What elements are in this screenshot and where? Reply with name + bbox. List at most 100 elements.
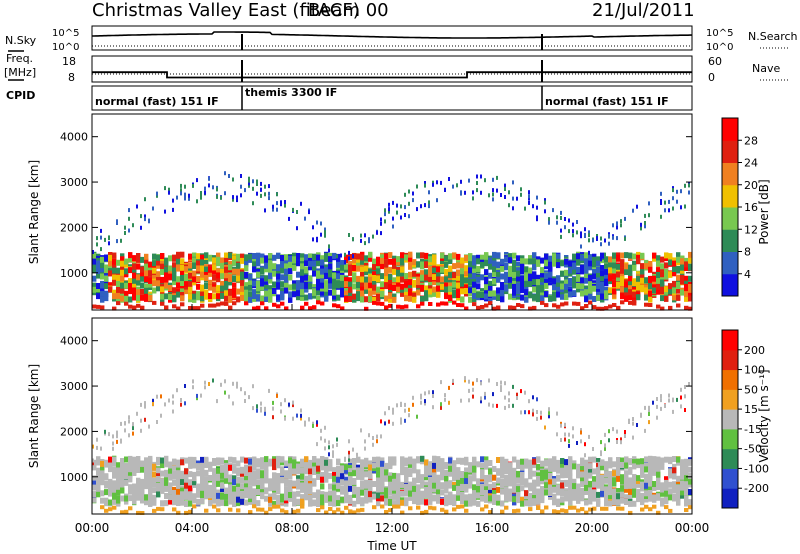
- heatmap-cell: [584, 277, 589, 284]
- heatmap-cell: [488, 460, 493, 466]
- heatmap-cell: [140, 418, 142, 423]
- heatmap-cell: [96, 477, 101, 484]
- power-colorbar-label: Power [dB]: [757, 179, 771, 244]
- heatmap-cell: [356, 295, 361, 302]
- heatmap-cell: [440, 405, 442, 410]
- heatmap-cell: [124, 295, 129, 302]
- heatmap-cell: [400, 204, 402, 209]
- heatmap-cell: [104, 489, 109, 496]
- heatmap-cell: [200, 469, 205, 476]
- heatmap-cell: [552, 208, 554, 213]
- heatmap-cell: [188, 494, 193, 501]
- heatmap-cell: [552, 509, 557, 514]
- heatmap-cell: [212, 491, 217, 498]
- heatmap-cell: [160, 258, 165, 265]
- heatmap-cell: [316, 494, 321, 501]
- heatmap-cell: [544, 260, 549, 267]
- heatmap-cell: [208, 461, 213, 468]
- heatmap-cell: [560, 293, 565, 300]
- heatmap-cell: [536, 472, 541, 479]
- heatmap-cell: [312, 237, 314, 242]
- heatmap-cell: [468, 178, 470, 183]
- heatmap-cell: [232, 301, 237, 306]
- heatmap-cell: [640, 226, 642, 231]
- ytick-label-1: 3000: [60, 176, 88, 189]
- heatmap-cell: [236, 381, 238, 386]
- heatmap-cell: [324, 438, 326, 443]
- heatmap-cell: [200, 490, 205, 497]
- heatmap-cell: [572, 483, 577, 490]
- heatmap-cell: [132, 422, 134, 427]
- heatmap-cell: [468, 267, 473, 274]
- heatmap-cell: [212, 264, 217, 271]
- heatmap-cell: [176, 195, 178, 200]
- heatmap-cell: [352, 510, 357, 515]
- heatmap-cell: [448, 290, 453, 297]
- heatmap-cell: [512, 471, 517, 478]
- heatmap-cell: [548, 295, 553, 302]
- heatmap-cell: [148, 277, 153, 284]
- heatmap-cell: [172, 267, 177, 274]
- heatmap-cell: [556, 215, 558, 220]
- heatmap-cell: [536, 410, 538, 414]
- heatmap-cell: [256, 404, 258, 409]
- heatmap-cell: [164, 259, 169, 266]
- heatmap-cell: [220, 482, 225, 489]
- heatmap-cell: [184, 482, 189, 489]
- heatmap-cell: [560, 302, 565, 307]
- heatmap-cell: [320, 472, 325, 478]
- heatmap-cell: [588, 274, 593, 281]
- heatmap-cell: [108, 260, 113, 267]
- heatmap-cell: [520, 500, 525, 507]
- heatmap-cell: [468, 388, 470, 393]
- heatmap-cell: [232, 464, 237, 470]
- heatmap-cell: [120, 282, 125, 289]
- heatmap-cell: [144, 270, 149, 277]
- heatmap-cell: [356, 452, 358, 457]
- heatmap-cell: [408, 490, 413, 497]
- heatmap-cell: [156, 458, 161, 465]
- heatmap-cell: [508, 257, 513, 264]
- heatmap-cell: [412, 281, 417, 288]
- heatmap-cell: [236, 296, 241, 303]
- heatmap-cell: [172, 296, 177, 303]
- heatmap-cell: [116, 495, 121, 502]
- heatmap-cell: [172, 254, 177, 261]
- heatmap-cell: [684, 261, 689, 268]
- heatmap-cell: [288, 495, 293, 502]
- heatmap-cell: [160, 507, 165, 512]
- heatmap-cell: [512, 509, 517, 514]
- heatmap-cell: [552, 291, 557, 298]
- heatmap-cell: [180, 295, 185, 302]
- heatmap-cell: [336, 282, 341, 289]
- heatmap-cell: [476, 188, 478, 193]
- heatmap-cell: [460, 498, 465, 504]
- heatmap-cell: [440, 498, 445, 505]
- heatmap-cell: [556, 262, 561, 269]
- heatmap-cell: [384, 262, 389, 269]
- heatmap-cell: [540, 271, 545, 278]
- heatmap-cell: [120, 421, 122, 426]
- heatmap-cell: [500, 282, 505, 288]
- heatmap-cell: [520, 468, 525, 475]
- heatmap-cell: [484, 289, 489, 296]
- heatmap-cell: [292, 459, 297, 466]
- heatmap-cell: [556, 411, 558, 416]
- heatmap-cell: [100, 505, 105, 510]
- heatmap-cell: [92, 250, 94, 254]
- heatmap-cell: [252, 464, 257, 471]
- heatmap-cell: [276, 294, 281, 301]
- heatmap-cell: [348, 277, 353, 284]
- heatmap-cell: [168, 190, 170, 195]
- heatmap-cell: [156, 506, 161, 511]
- heatmap-cell: [336, 458, 341, 465]
- heatmap-cell: [412, 462, 417, 469]
- heatmap-cell: [644, 221, 646, 225]
- heatmap-cell: [628, 264, 633, 271]
- heatmap-cell: [496, 382, 498, 386]
- heatmap-cell: [572, 460, 577, 467]
- heatmap-cell: [420, 270, 425, 277]
- heatmap-cell: [620, 223, 622, 228]
- heatmap-cell: [184, 401, 186, 406]
- heatmap-cell: [512, 474, 517, 481]
